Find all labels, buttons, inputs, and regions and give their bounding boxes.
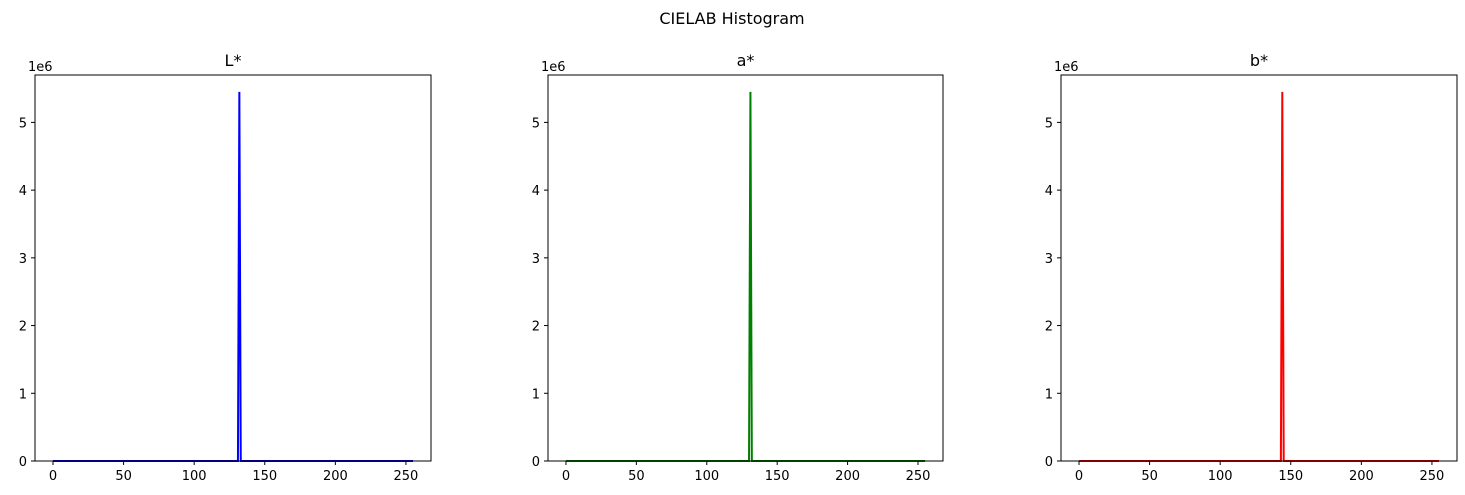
y-tick-label: 5 <box>19 116 27 131</box>
x-tick-label: 250 <box>394 469 419 484</box>
y-scale-label: 1e6 <box>1054 60 1079 75</box>
y-tick-label: 2 <box>1045 320 1053 335</box>
x-tick-label: 0 <box>49 469 57 484</box>
y-tick-label: 3 <box>532 252 540 267</box>
x-tick-label: 200 <box>1349 469 1374 484</box>
y-tick-label: 3 <box>1045 252 1053 267</box>
x-tick-label: 100 <box>1208 469 1233 484</box>
histogram-line <box>565 91 926 462</box>
y-tick-label: 1 <box>19 387 27 402</box>
x-tick-label: 150 <box>252 469 277 484</box>
x-tick-label: 0 <box>562 469 570 484</box>
x-tick-label: 100 <box>182 469 207 484</box>
x-tick-label: 0 <box>1075 469 1083 484</box>
x-tick-label: 150 <box>1278 469 1303 484</box>
x-tick-label: 50 <box>115 469 132 484</box>
subplot-b-star: b* 1e6 0 50 100 150 200 250 0 1 2 3 4 5 <box>1045 51 1458 484</box>
y-tick-label: 5 <box>532 116 540 131</box>
y-tick-label: 4 <box>532 184 540 199</box>
y-tick-label: 2 <box>19 320 27 335</box>
subplot-title: L* <box>225 51 242 70</box>
x-tick-label: 50 <box>1141 469 1158 484</box>
axes-frame <box>34 74 432 462</box>
axes-frame <box>547 74 944 462</box>
x-tick-label: 250 <box>1420 469 1445 484</box>
y-tick-label: 4 <box>19 184 27 199</box>
subplot-title: a* <box>737 51 755 70</box>
y-tick-label: 0 <box>19 455 27 470</box>
histogram-line <box>53 91 413 462</box>
subplot-l-star: L* 1e6 0 50 100 150 200 250 0 1 2 3 4 5 <box>19 51 432 484</box>
x-tick-label: 200 <box>835 469 860 484</box>
axes-frame <box>1060 74 1458 462</box>
y-tick-label: 2 <box>532 320 540 335</box>
y-tick-label: 0 <box>532 455 540 470</box>
y-scale-label: 1e6 <box>28 60 53 75</box>
x-tick-label: 200 <box>323 469 348 484</box>
x-tick-label: 150 <box>765 469 790 484</box>
y-tick-label: 5 <box>1045 116 1053 131</box>
y-tick-label: 1 <box>532 387 540 402</box>
x-tick-label: 50 <box>628 469 645 484</box>
y-tick-label: 4 <box>1045 184 1053 199</box>
x-tick-label: 100 <box>694 469 719 484</box>
subplot-a-star: a* 1e6 0 50 100 150 200 250 0 1 2 3 4 5 <box>532 51 944 484</box>
figure-suptitle: CIELAB Histogram <box>659 9 804 28</box>
histogram-line <box>1079 91 1439 462</box>
y-scale-label: 1e6 <box>541 60 566 75</box>
y-tick-label: 1 <box>1045 387 1053 402</box>
y-tick-label: 3 <box>19 252 27 267</box>
x-tick-label: 250 <box>906 469 931 484</box>
y-tick-label: 0 <box>1045 455 1053 470</box>
subplot-title: b* <box>1250 51 1268 70</box>
